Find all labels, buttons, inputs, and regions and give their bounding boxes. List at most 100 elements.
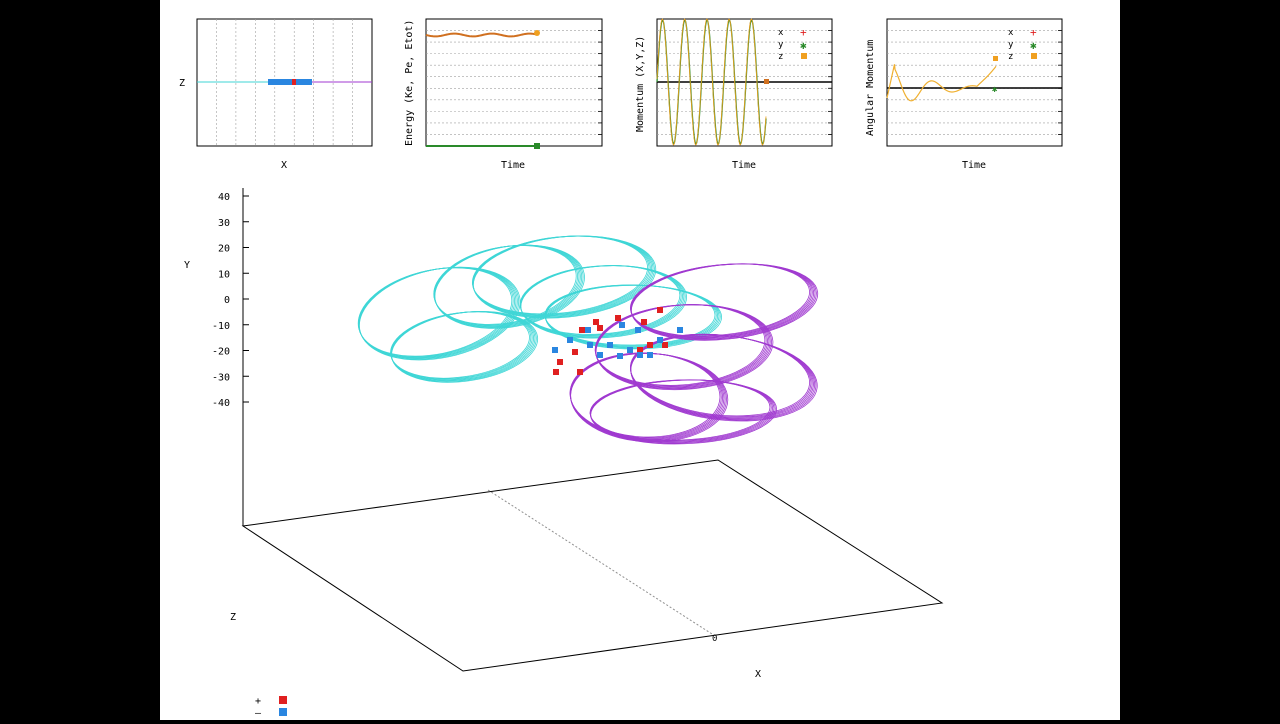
panel-energy: Energy (Ke, Pe, Etot) Time: [404, 18, 603, 171]
legend-minus-swatch: [279, 708, 287, 716]
particle-negative: [627, 347, 633, 353]
panel-angular-legend-z-label: z: [1008, 52, 1013, 62]
legend-plus-swatch: [279, 696, 287, 704]
panel-momentum-ylabel: Momentum (X,Y,Z): [635, 36, 646, 132]
panel-energy-grid: [426, 18, 602, 147]
orbit-cyan: [545, 284, 723, 350]
panel-angular-end-marker: [993, 56, 998, 61]
panel-momentum-grid: [657, 18, 832, 147]
orbit-magenta: [630, 263, 817, 340]
3d-xlabel: X: [755, 669, 761, 680]
panel-angular-y-marker: ✱: [992, 85, 998, 95]
panel-angular-legend-y-label: y: [1008, 40, 1014, 50]
panel-momentum-legend-z-mark: [801, 53, 807, 59]
panel-energy-ylabel: Energy (Ke, Pe, Etot): [404, 20, 415, 146]
panel-momentum-x-line: [656, 18, 767, 146]
plot-svg: Z X Energy (Ke, Pe, Etot) Time x y z + ✱…: [179, 18, 1063, 719]
panel-momentum-legend-y-label: y: [778, 40, 784, 50]
3d-x-tick-0: 0: [712, 634, 717, 644]
3d-y-tick-label: 20: [218, 244, 230, 255]
particle-positive: [572, 349, 578, 355]
panel-angular: ✱ x y z + ✱ Angular Momentum Time: [865, 18, 1063, 171]
3d-orbits: [357, 235, 819, 445]
particle-positive: [647, 342, 653, 348]
panel-angular-frame: [886, 18, 1063, 147]
panel-angular-legend-y-mark: ✱: [1030, 39, 1037, 52]
particle-positive: [557, 359, 563, 365]
panel-angular-legend-x-mark: +: [1030, 26, 1037, 39]
particle-positive: [593, 319, 599, 325]
particle-negative: [677, 327, 683, 333]
panel-momentum-legend-x-mark: +: [800, 26, 807, 39]
orbit-cyan: [391, 311, 539, 383]
orbit-cyan: [520, 265, 687, 339]
3d-y-tick-label: 30: [218, 218, 230, 229]
3d-y-tick-label: -10: [212, 321, 230, 332]
panel-angular-xlabel: Time: [962, 160, 986, 171]
panel-momentum: x y z + ✱ Momentum (X,Y,Z) Time: [635, 18, 833, 171]
panel-angular-legend-x-label: x: [1008, 28, 1014, 38]
particle-negative: [619, 322, 625, 328]
particle-positive: [615, 315, 621, 321]
particle-negative: [617, 353, 623, 359]
panel-angular-ylabel: Angular Momentum: [865, 40, 876, 136]
particle-positive: [597, 325, 603, 331]
panel-energy-total-marker: [534, 30, 540, 36]
particle-negative: [637, 352, 643, 358]
panel-energy-baseline-marker: [534, 143, 540, 149]
panel-momentum-xlabel: Time: [732, 160, 756, 171]
particle-positive: [553, 369, 559, 375]
panel-xz: Z X: [179, 18, 373, 171]
panel-xz-grid: [216, 19, 353, 146]
panel-momentum-legend-y-mark: ✱: [800, 39, 807, 52]
particle-negative: [585, 327, 591, 333]
orbit-magenta: [630, 334, 818, 422]
3d-zlabel: Z: [230, 612, 236, 623]
orbit-cyan: [472, 235, 657, 319]
orbit-cyan: [359, 266, 521, 361]
particle-negative: [552, 347, 558, 353]
3d-particles: [552, 307, 683, 375]
panel-xz-red-marker: [292, 79, 296, 85]
particle-negative: [647, 352, 653, 358]
3d-y-tick-label: 40: [218, 192, 230, 203]
panel-xz-xlabel: X: [281, 160, 287, 171]
3d-y-tick-label: -40: [212, 398, 230, 409]
particle-positive: [637, 347, 643, 353]
panel-angular-legend-z-mark: [1031, 53, 1037, 59]
3d-y-tick-label: -30: [212, 372, 230, 383]
panel-3d: 40 30 20 10 0 -10 -20 -30 -40 Y 0 Z X + –: [184, 188, 944, 719]
panel-xz-particle-cluster: [268, 79, 312, 85]
panel-momentum-legend-x-label: x: [778, 28, 784, 38]
3d-legend: + –: [255, 696, 287, 719]
plot-canvas: Z X Energy (Ke, Pe, Etot) Time x y z + ✱…: [160, 0, 1120, 720]
orbit-magenta: [595, 304, 774, 391]
panel-energy-frame: [425, 18, 603, 147]
panel-xz-ylabel: Z: [179, 78, 185, 89]
particle-negative: [587, 342, 593, 348]
3d-floor-center-line: [487, 489, 713, 635]
particle-positive: [641, 319, 647, 325]
3d-y-tick-label: 0: [224, 295, 230, 306]
panel-energy-total-line: [425, 32, 538, 38]
particle-positive: [577, 369, 583, 375]
3d-y-tick-label: -20: [212, 347, 230, 358]
panel-angular-z-line: [886, 64, 997, 102]
particle-negative: [567, 337, 573, 343]
3d-y-tick-label: 10: [218, 269, 230, 280]
particle-positive: [657, 307, 663, 313]
legend-plus-label: +: [255, 696, 261, 707]
particle-negative: [657, 337, 663, 343]
particle-negative: [607, 342, 613, 348]
legend-minus-label: –: [255, 708, 262, 719]
particle-positive: [579, 327, 585, 333]
3d-floor: [241, 459, 944, 672]
panel-energy-xlabel: Time: [501, 160, 525, 171]
orbit-magenta: [630, 263, 819, 341]
panel-momentum-legend-z-label: z: [778, 52, 783, 62]
particle-positive: [662, 342, 668, 348]
3d-ylabel: Y: [184, 260, 190, 271]
orbit-cyan: [434, 244, 585, 329]
3d-y-ticks: 40 30 20 10 0 -10 -20 -30 -40: [212, 192, 249, 409]
orbit-magenta: [590, 379, 778, 445]
